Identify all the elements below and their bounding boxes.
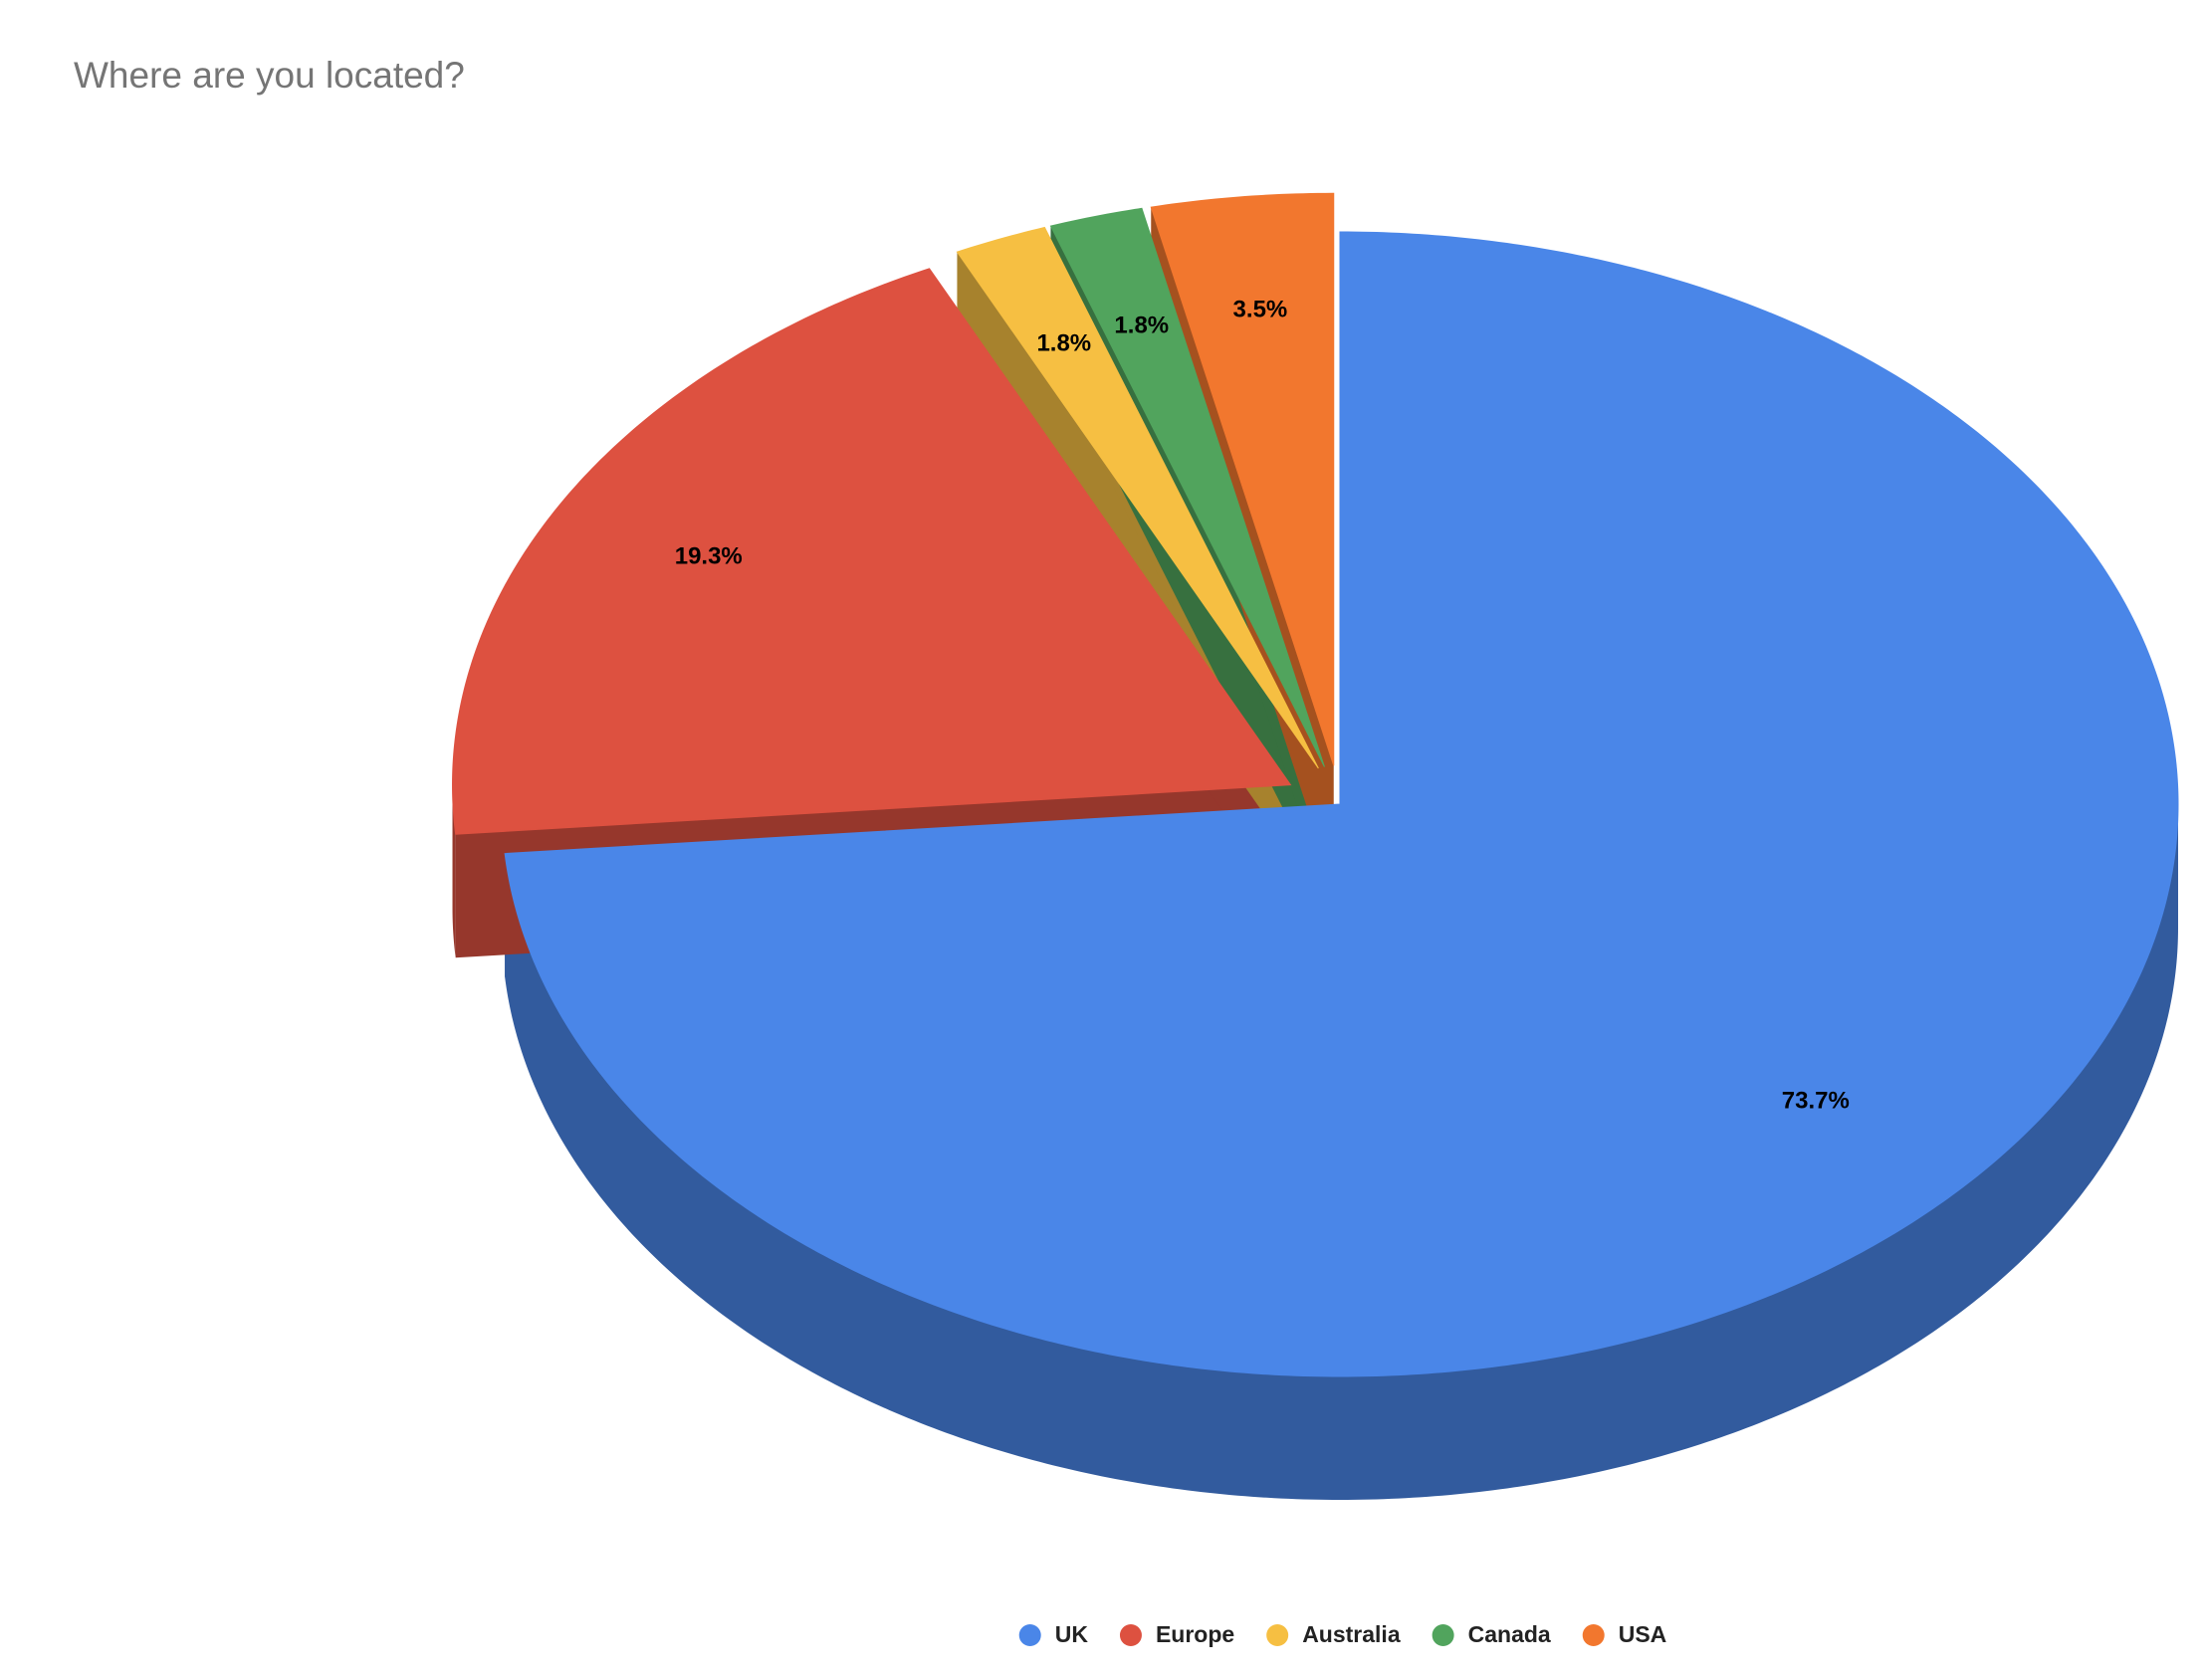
legend-swatch (1266, 1624, 1289, 1646)
pie-slice (1049, 207, 1325, 767)
legend-item: Europe (1119, 1621, 1234, 1647)
legend-item: USA (1582, 1621, 1667, 1647)
legend-label: Europe (1156, 1621, 1234, 1647)
legend-swatch (1119, 1624, 1142, 1646)
pie-slice (956, 226, 1319, 769)
data-label: 1.8% (1114, 312, 1169, 338)
pie-tops (452, 192, 2179, 1377)
legend-swatch (1432, 1624, 1454, 1646)
legend-swatch (1018, 1624, 1041, 1646)
legend-item: UK (1018, 1621, 1089, 1647)
legend-label: Australia (1302, 1621, 1401, 1647)
legend-label: USA (1619, 1621, 1667, 1647)
slice-side (505, 804, 2179, 1500)
data-label: 3.5% (1233, 296, 1288, 322)
legend-item: Canada (1432, 1621, 1551, 1647)
data-labels: 73.7% 19.3% 1.8% 1.8% 3.5% (675, 296, 1850, 1114)
pie-slice (504, 231, 2179, 1377)
legend-item: Australia (1266, 1621, 1401, 1647)
pie-slice (452, 268, 1292, 835)
data-label: 1.8% (1036, 330, 1091, 357)
legend: UK Europe Australia Canada USA (1018, 1621, 1667, 1647)
legend-swatch (1582, 1624, 1605, 1646)
legend-label: Canada (1468, 1621, 1551, 1647)
data-label: 19.3% (675, 543, 743, 570)
chart-title: Where are you located? (74, 55, 465, 96)
data-label: 73.7% (1782, 1088, 1850, 1115)
legend-label: UK (1055, 1621, 1089, 1647)
pie-slice (1150, 192, 1335, 766)
